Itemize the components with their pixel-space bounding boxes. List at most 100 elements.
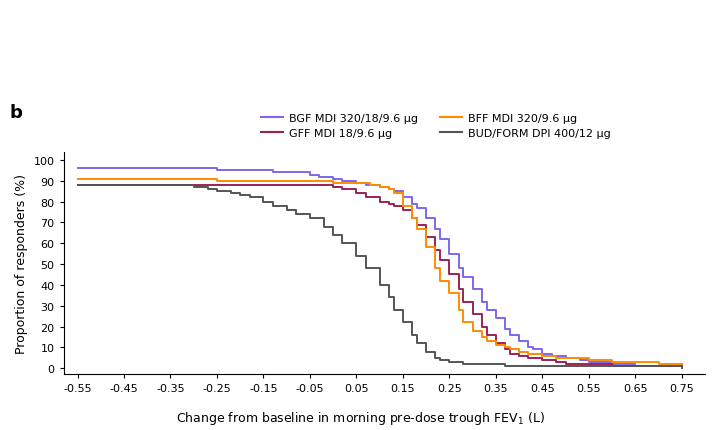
GFF MDI 18/9.6 μg [305, 183, 314, 188]
GFF MDI 18/9.6 μg [390, 204, 398, 209]
GFF MDI 18/9.6 μg [436, 258, 444, 263]
BUD/FORM DPI 400/12 μg [413, 341, 421, 346]
GFF MDI 18/9.6 μg [515, 353, 523, 359]
BUD/FORM DPI 400/12 μg [189, 185, 198, 190]
BUD/FORM DPI 400/12 μg [212, 189, 221, 194]
GFF MDI 18/9.6 μg [492, 341, 500, 346]
BGF MDI 320/18/9.6 μg [492, 316, 500, 321]
BGF MDI 320/18/9.6 μg [375, 185, 384, 190]
GFF MDI 18/9.6 μg [477, 324, 486, 329]
BUD/FORM DPI 400/12 μg [329, 233, 338, 238]
BGF MDI 320/18/9.6 μg [269, 171, 277, 176]
BGF MDI 320/18/9.6 μg [384, 187, 393, 192]
Line: BUD/FORM DPI 400/12 μg: BUD/FORM DPI 400/12 μg [78, 185, 682, 369]
BGF MDI 320/18/9.6 μg [436, 237, 444, 242]
BGF MDI 320/18/9.6 μg [459, 274, 467, 280]
BUD/FORM DPI 400/12 μg [454, 359, 463, 365]
BFF MDI 320/9.6 μg [459, 320, 467, 325]
BGF MDI 320/18/9.6 μg [524, 345, 533, 350]
BGF MDI 320/18/9.6 μg [505, 332, 514, 338]
BGF MDI 320/18/9.6 μg [454, 266, 463, 271]
BGF MDI 320/18/9.6 μg [528, 347, 537, 352]
Legend: BGF MDI 320/18/9.6 μg, GFF MDI 18/9.6 μg, BFF MDI 320/9.6 μg, BUD/FORM DPI 400/1: BGF MDI 320/18/9.6 μg, GFF MDI 18/9.6 μg… [256, 109, 615, 143]
Y-axis label: Proportion of responders (%): Proportion of responders (%) [15, 174, 28, 353]
BFF MDI 320/9.6 μg [552, 355, 561, 360]
BGF MDI 320/18/9.6 μg [445, 252, 454, 257]
BUD/FORM DPI 400/12 μg [482, 362, 491, 367]
BFF MDI 320/9.6 μg [329, 181, 338, 186]
BGF MDI 320/18/9.6 μg [408, 202, 416, 207]
BUD/FORM DPI 400/12 μg [468, 362, 477, 367]
BGF MDI 320/18/9.6 μg [482, 307, 491, 313]
BGF MDI 320/18/9.6 μg [538, 351, 546, 356]
BGF MDI 320/18/9.6 μg [678, 364, 686, 369]
GFF MDI 18/9.6 μg [454, 287, 463, 292]
BFF MDI 320/9.6 μg [408, 216, 416, 221]
BUD/FORM DPI 400/12 μg [505, 364, 514, 369]
BGF MDI 320/18/9.6 μg [212, 169, 221, 174]
BFF MDI 320/9.6 μg [482, 339, 491, 344]
BFF MDI 320/9.6 μg [269, 179, 277, 184]
BFF MDI 320/9.6 μg [431, 266, 440, 271]
BGF MDI 320/18/9.6 μg [468, 287, 477, 292]
BFF MDI 320/9.6 μg [515, 349, 523, 354]
BFF MDI 320/9.6 μg [390, 191, 398, 197]
BFF MDI 320/9.6 μg [292, 179, 300, 184]
GFF MDI 18/9.6 μg [459, 299, 467, 304]
GFF MDI 18/9.6 μg [236, 183, 245, 188]
BUD/FORM DPI 400/12 μg [236, 194, 245, 199]
BFF MDI 320/9.6 μg [384, 187, 393, 192]
GFF MDI 18/9.6 μg [352, 191, 361, 197]
BGF MDI 320/18/9.6 μg [477, 299, 486, 304]
BFF MDI 320/9.6 μg [212, 179, 221, 184]
BFF MDI 320/9.6 μg [492, 343, 500, 348]
GFF MDI 18/9.6 μg [269, 183, 277, 188]
GFF MDI 18/9.6 μg [329, 185, 338, 190]
BUD/FORM DPI 400/12 μg [399, 320, 408, 325]
BFF MDI 320/9.6 μg [505, 347, 514, 352]
BUD/FORM DPI 400/12 μg [390, 307, 398, 313]
GFF MDI 18/9.6 μg [538, 357, 546, 362]
BUD/FORM DPI 400/12 μg [352, 254, 361, 259]
BUD/FORM DPI 400/12 μg [445, 359, 454, 365]
BFF MDI 320/9.6 μg [538, 353, 546, 359]
BUD/FORM DPI 400/12 μg [361, 266, 370, 271]
BUD/FORM DPI 400/12 μg [436, 357, 444, 362]
BUD/FORM DPI 400/12 μg [292, 212, 300, 217]
BUD/FORM DPI 400/12 μg [259, 200, 268, 205]
Text: b: b [9, 103, 22, 121]
Line: BFF MDI 320/9.6 μg: BFF MDI 320/9.6 μg [78, 179, 682, 364]
BUD/FORM DPI 400/12 μg [422, 349, 431, 354]
GFF MDI 18/9.6 μg [678, 364, 686, 369]
BUD/FORM DPI 400/12 μg [408, 332, 416, 338]
BFF MDI 320/9.6 μg [524, 351, 533, 356]
BFF MDI 320/9.6 μg [236, 179, 245, 184]
BFF MDI 320/9.6 μg [445, 291, 454, 296]
GFF MDI 18/9.6 μg [654, 364, 663, 369]
BGF MDI 320/18/9.6 μg [585, 359, 593, 365]
GFF MDI 18/9.6 μg [468, 312, 477, 317]
BUD/FORM DPI 400/12 μg [338, 241, 347, 246]
BGF MDI 320/18/9.6 μg [562, 355, 570, 360]
BUD/FORM DPI 400/12 μg [678, 366, 686, 371]
GFF MDI 18/9.6 μg [338, 187, 347, 192]
GFF MDI 18/9.6 μg [631, 364, 639, 369]
GFF MDI 18/9.6 μg [552, 359, 561, 365]
BFF MDI 320/9.6 μg [501, 345, 510, 350]
GFF MDI 18/9.6 μg [375, 200, 384, 205]
BUD/FORM DPI 400/12 μg [375, 283, 384, 288]
BGF MDI 320/18/9.6 μg [390, 189, 398, 194]
GFF MDI 18/9.6 μg [562, 362, 570, 367]
BUD/FORM DPI 400/12 μg [477, 362, 486, 367]
BFF MDI 320/9.6 μg [631, 359, 639, 365]
BUD/FORM DPI 400/12 μg [203, 187, 212, 192]
BGF MDI 320/18/9.6 μg [631, 364, 639, 369]
GFF MDI 18/9.6 μg [282, 183, 291, 188]
BGF MDI 320/18/9.6 μg [575, 357, 584, 362]
BUD/FORM DPI 400/12 μg [515, 364, 523, 369]
BUD/FORM DPI 400/12 μg [305, 216, 314, 221]
BFF MDI 320/9.6 μg [468, 329, 477, 334]
BGF MDI 320/18/9.6 μg [189, 166, 198, 172]
GFF MDI 18/9.6 μg [408, 216, 416, 221]
Line: GFF MDI 18/9.6 μg: GFF MDI 18/9.6 μg [78, 185, 682, 366]
